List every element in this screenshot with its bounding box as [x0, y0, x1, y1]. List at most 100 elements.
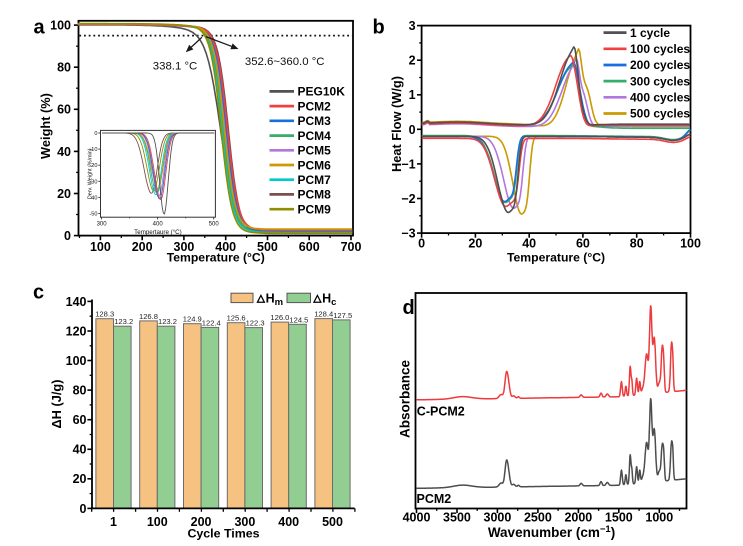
- svg-text:Temperature (°C): Temperature (°C): [507, 251, 605, 265]
- svg-text:128.4: 128.4: [314, 310, 333, 319]
- svg-text:60: 60: [73, 413, 87, 427]
- svg-text:-40: -40: [89, 195, 97, 201]
- svg-text:40: 40: [57, 145, 71, 159]
- svg-text:3500: 3500: [443, 511, 471, 525]
- svg-text:2000: 2000: [564, 511, 592, 525]
- svg-text:20: 20: [73, 472, 87, 486]
- svg-text:80: 80: [73, 384, 87, 398]
- svg-text:Hc: Hc: [322, 292, 336, 309]
- svg-text:−2: −2: [401, 192, 415, 206]
- svg-text:300: 300: [234, 515, 255, 529]
- svg-text:Absorbance: Absorbance: [397, 360, 412, 439]
- svg-text:2500: 2500: [524, 511, 552, 525]
- svg-text:80: 80: [630, 237, 644, 251]
- svg-text:1000: 1000: [645, 511, 673, 525]
- svg-text:300: 300: [174, 240, 195, 254]
- svg-text:1500: 1500: [605, 511, 633, 525]
- svg-text:124.5: 124.5: [289, 315, 308, 324]
- svg-text:500: 500: [209, 221, 220, 227]
- svg-text:PCM8: PCM8: [298, 188, 332, 202]
- svg-text:700: 700: [341, 240, 362, 254]
- svg-text:122.4: 122.4: [202, 318, 221, 327]
- svg-text:400: 400: [215, 240, 236, 254]
- svg-text:1 cycle: 1 cycle: [630, 26, 670, 40]
- svg-text:200: 200: [132, 240, 153, 254]
- svg-text:60: 60: [57, 103, 71, 117]
- svg-text:3000: 3000: [484, 511, 512, 525]
- svg-text:400 cycles: 400 cycles: [630, 91, 690, 105]
- svg-text:40: 40: [73, 443, 87, 457]
- svg-text:123.2: 123.2: [114, 317, 133, 326]
- svg-text:128.3: 128.3: [95, 310, 114, 319]
- svg-text:c: c: [33, 282, 44, 304]
- svg-text:140: 140: [66, 295, 87, 309]
- svg-text:338.1 °C: 338.1 °C: [153, 61, 197, 73]
- svg-text:ΔH (J/g): ΔH (J/g): [49, 379, 64, 428]
- svg-text:123.2: 123.2: [158, 317, 177, 326]
- svg-text:Heat Flow (W/g): Heat Flow (W/g): [389, 76, 404, 172]
- svg-text:100: 100: [90, 240, 111, 254]
- svg-text:100: 100: [680, 237, 701, 251]
- svg-text:PCM9: PCM9: [298, 202, 332, 216]
- svg-text:1: 1: [110, 515, 117, 529]
- svg-text:−3: −3: [401, 227, 415, 241]
- svg-text:Temperature (°C): Temperature (°C): [167, 251, 265, 265]
- svg-text:3: 3: [409, 19, 416, 33]
- svg-text:200 cycles: 200 cycles: [630, 58, 690, 72]
- svg-text:0: 0: [80, 502, 87, 516]
- svg-text:100: 100: [66, 354, 87, 368]
- svg-text:PCM5: PCM5: [298, 144, 332, 158]
- svg-text:60: 60: [576, 237, 590, 251]
- svg-text:PCM4: PCM4: [298, 129, 332, 143]
- svg-text:b: b: [373, 17, 385, 39]
- svg-text:Cycle Times: Cycle Times: [187, 527, 259, 541]
- svg-text:Tempertaure (°C): Tempertaure (°C): [134, 229, 182, 236]
- svg-text:126.0: 126.0: [270, 313, 289, 322]
- svg-text:300 cycles: 300 cycles: [630, 74, 690, 88]
- svg-text:600: 600: [299, 240, 320, 254]
- svg-text:PEG10K: PEG10K: [298, 85, 346, 99]
- svg-text:1: 1: [409, 88, 416, 102]
- svg-text:Weight (%): Weight (%): [38, 93, 53, 159]
- svg-text:-20: -20: [89, 163, 97, 169]
- svg-text:C-PCM2: C-PCM2: [417, 405, 465, 419]
- svg-text:a: a: [34, 17, 46, 39]
- svg-text:Wavenumber (cm−1): Wavenumber (cm−1): [488, 524, 615, 540]
- svg-text:d: d: [403, 297, 415, 319]
- svg-text:20: 20: [57, 187, 71, 201]
- svg-text:20: 20: [468, 237, 482, 251]
- svg-text:127.5: 127.5: [333, 311, 352, 320]
- svg-text:PCM2: PCM2: [298, 99, 332, 113]
- svg-text:Hm: Hm: [266, 292, 283, 309]
- svg-text:500 cycles: 500 cycles: [630, 107, 690, 121]
- svg-text:122.3: 122.3: [246, 319, 265, 328]
- svg-text:0: 0: [409, 123, 416, 137]
- svg-text:40: 40: [522, 237, 536, 251]
- svg-text:400: 400: [278, 515, 299, 529]
- svg-text:-30: -30: [89, 179, 97, 185]
- svg-text:4000: 4000: [403, 511, 431, 525]
- svg-text:100: 100: [50, 19, 71, 33]
- svg-text:80: 80: [57, 61, 71, 75]
- svg-text:120: 120: [66, 324, 87, 338]
- svg-text:126.8: 126.8: [139, 312, 158, 321]
- svg-text:-10: -10: [89, 147, 97, 153]
- svg-text:124.9: 124.9: [183, 315, 202, 324]
- svg-text:PCM6: PCM6: [298, 158, 332, 172]
- svg-text:352.6~360.0 °C: 352.6~360.0 °C: [245, 56, 325, 68]
- svg-text:125.6: 125.6: [227, 314, 246, 323]
- svg-text:100: 100: [147, 515, 168, 529]
- svg-text:PCM7: PCM7: [298, 173, 332, 187]
- svg-text:0: 0: [94, 131, 97, 137]
- svg-text:100 cycles: 100 cycles: [630, 42, 690, 56]
- svg-text:−1: −1: [401, 157, 415, 171]
- svg-text:PCM2: PCM2: [417, 492, 452, 506]
- svg-text:400: 400: [153, 221, 164, 227]
- svg-text:500: 500: [257, 240, 278, 254]
- svg-text:2: 2: [409, 54, 416, 68]
- svg-text:0: 0: [64, 229, 71, 243]
- svg-text:500: 500: [322, 515, 343, 529]
- svg-text:-50: -50: [89, 212, 97, 218]
- svg-text:0: 0: [418, 237, 425, 251]
- svg-text:200: 200: [191, 515, 212, 529]
